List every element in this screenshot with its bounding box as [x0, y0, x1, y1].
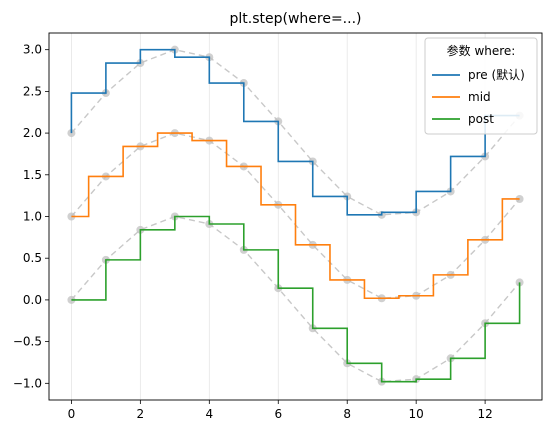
y-tick-label: 2.0	[23, 126, 42, 140]
y-tick-label: −1.0	[13, 376, 42, 390]
y-tick-label: 0.5	[23, 251, 42, 265]
y-tick-label: 1.0	[23, 210, 42, 224]
legend-label-post: post	[468, 112, 494, 126]
x-tick-label: 4	[205, 407, 213, 421]
x-tick-label: 10	[409, 407, 424, 421]
step-line-pre	[70, 48, 520, 216]
x-tick-label: 8	[343, 407, 351, 421]
x-tick-label: 0	[68, 407, 76, 421]
reference-line-pre	[70, 48, 521, 216]
y-tick-label: −0.5	[13, 335, 42, 349]
legend-label-mid: mid	[468, 90, 491, 104]
step-line-post	[71, 215, 521, 383]
legend-box	[424, 37, 538, 135]
chart-title: plt.step(where=...)	[229, 11, 361, 27]
legend-entries: pre (默认) mid post	[432, 67, 525, 126]
y-tick-label: 0.0	[23, 293, 42, 307]
y-tick-label: 2.5	[23, 84, 42, 98]
y-tick-label: 1.5	[23, 168, 42, 182]
legend-title: 参数 where:	[447, 43, 516, 58]
x-tick-label: 12	[477, 407, 492, 421]
step-line-mid	[71, 132, 520, 300]
reference-line-post	[70, 215, 521, 383]
step-layer	[70, 48, 521, 383]
y-tick-label: 3.0	[23, 43, 42, 57]
legend-label-pre: pre (默认)	[468, 67, 525, 82]
x-tick-label: 2	[137, 407, 145, 421]
tick-layer: 0 2 4 6 8 10 12 −1.0 −0.5 0.0 0.5 1.0 1.5 2.0 2.5 3.0	[13, 43, 493, 421]
legend: 参数 where: pre (默认) mid post	[424, 37, 538, 135]
x-tick-label: 6	[274, 407, 282, 421]
